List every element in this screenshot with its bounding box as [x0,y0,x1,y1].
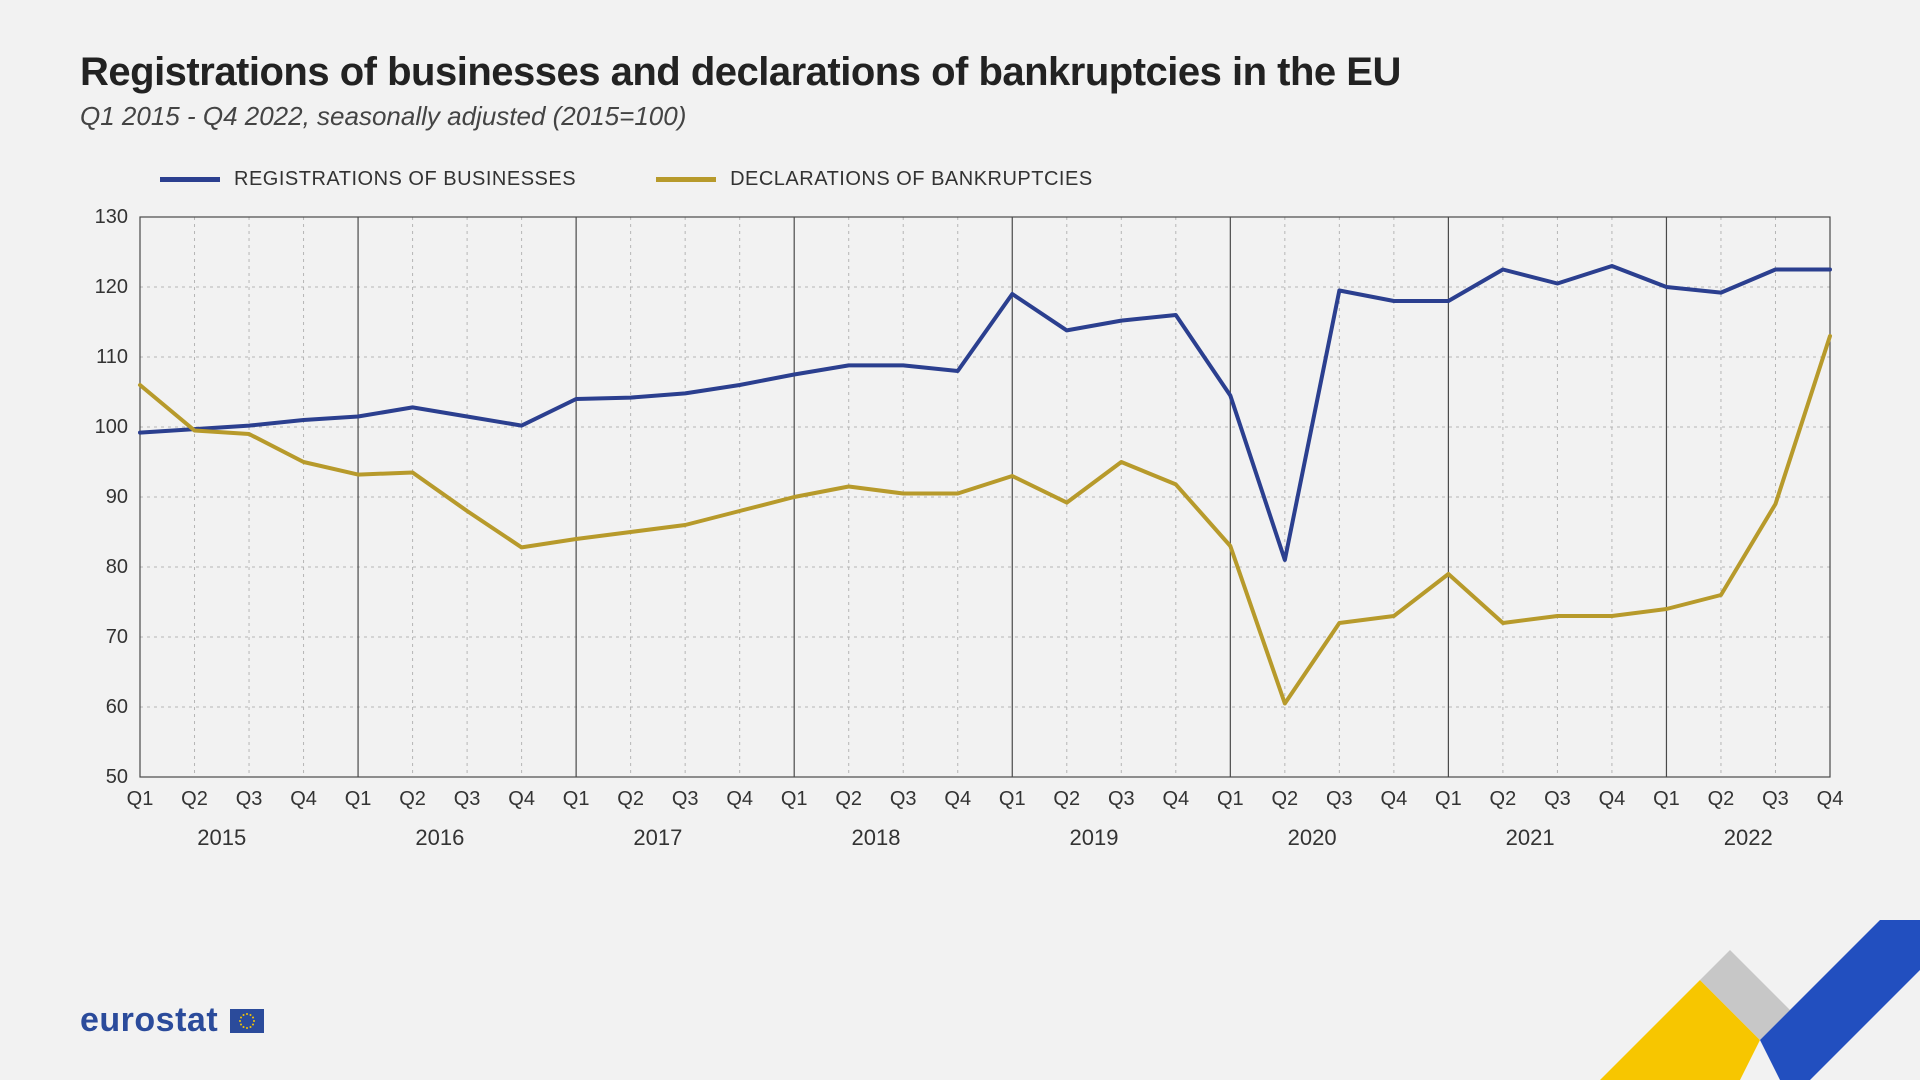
legend-item-registrations: REGISTRATIONS OF BUSINESSES [160,168,576,191]
legend-label-2: DECLARATIONS OF BANKRUPTCIES [730,168,1093,191]
svg-text:Q4: Q4 [944,788,971,810]
svg-text:Q3: Q3 [890,788,917,810]
svg-text:Q2: Q2 [835,788,862,810]
svg-text:2020: 2020 [1288,825,1337,850]
chart-title: Registrations of businesses and declarat… [80,50,1840,95]
svg-text:Q1: Q1 [1217,788,1244,810]
svg-text:110: 110 [96,346,128,368]
svg-text:Q1: Q1 [999,788,1026,810]
svg-text:Q4: Q4 [1817,788,1844,810]
svg-text:Q2: Q2 [1271,788,1298,810]
svg-text:60: 60 [106,696,128,718]
svg-text:Q3: Q3 [1544,788,1571,810]
svg-text:120: 120 [95,276,128,298]
svg-text:Q3: Q3 [454,788,481,810]
svg-text:Q3: Q3 [1762,788,1789,810]
eu-flag-icon [230,1009,264,1033]
legend-swatch-2 [656,177,716,182]
legend: REGISTRATIONS OF BUSINESSES DECLARATIONS… [160,168,1840,191]
legend-label-1: REGISTRATIONS OF BUSINESSES [234,168,576,191]
svg-text:2022: 2022 [1724,825,1773,850]
eurostat-logo: eurostat [80,1001,264,1040]
svg-text:Q1: Q1 [563,788,590,810]
logo-text: eurostat [80,1001,218,1040]
corner-decoration-icon [1580,920,1920,1080]
chart-container: 50 60 70 80 90 100 110 120 130 Q1 Q2 Q3 Q4 Q1 Q2 Q3 Q4 Q1… [80,207,1840,867]
svg-text:Q4: Q4 [290,788,317,810]
svg-text:2021: 2021 [1506,825,1555,850]
svg-text:Q4: Q4 [1381,788,1408,810]
svg-text:2018: 2018 [851,825,900,850]
svg-text:Q1: Q1 [781,788,808,810]
svg-text:Q3: Q3 [1326,788,1353,810]
svg-text:Q2: Q2 [1490,788,1517,810]
svg-text:Q1: Q1 [127,788,154,810]
svg-text:Q3: Q3 [672,788,699,810]
svg-text:Q3: Q3 [1108,788,1135,810]
svg-text:130: 130 [95,207,128,228]
svg-text:Q4: Q4 [508,788,535,810]
svg-text:90: 90 [106,486,128,508]
svg-text:100: 100 [95,416,128,438]
svg-text:2019: 2019 [1070,825,1119,850]
svg-text:Q2: Q2 [181,788,208,810]
svg-text:Q4: Q4 [1599,788,1626,810]
line-chart: 50 60 70 80 90 100 110 120 130 Q1 Q2 Q3 Q4 Q1 Q2 Q3 Q4 Q1… [80,207,1850,867]
chart-subtitle: Q1 2015 - Q4 2022, seasonally adjusted (… [80,101,1840,132]
svg-text:2015: 2015 [197,825,246,850]
svg-text:Q2: Q2 [1708,788,1735,810]
svg-text:80: 80 [106,556,128,578]
svg-text:Q2: Q2 [1053,788,1080,810]
svg-text:2016: 2016 [415,825,464,850]
svg-text:Q4: Q4 [1162,788,1189,810]
svg-text:Q3: Q3 [236,788,263,810]
svg-text:70: 70 [106,626,128,648]
svg-text:Q2: Q2 [399,788,426,810]
svg-text:Q2: Q2 [617,788,644,810]
svg-text:Q4: Q4 [726,788,753,810]
legend-item-bankruptcies: DECLARATIONS OF BANKRUPTCIES [656,168,1093,191]
svg-text:Q1: Q1 [1653,788,1680,810]
svg-text:50: 50 [106,766,128,788]
svg-text:Q1: Q1 [1435,788,1462,810]
legend-swatch-1 [160,177,220,182]
svg-text:2017: 2017 [633,825,682,850]
svg-text:Q1: Q1 [345,788,372,810]
